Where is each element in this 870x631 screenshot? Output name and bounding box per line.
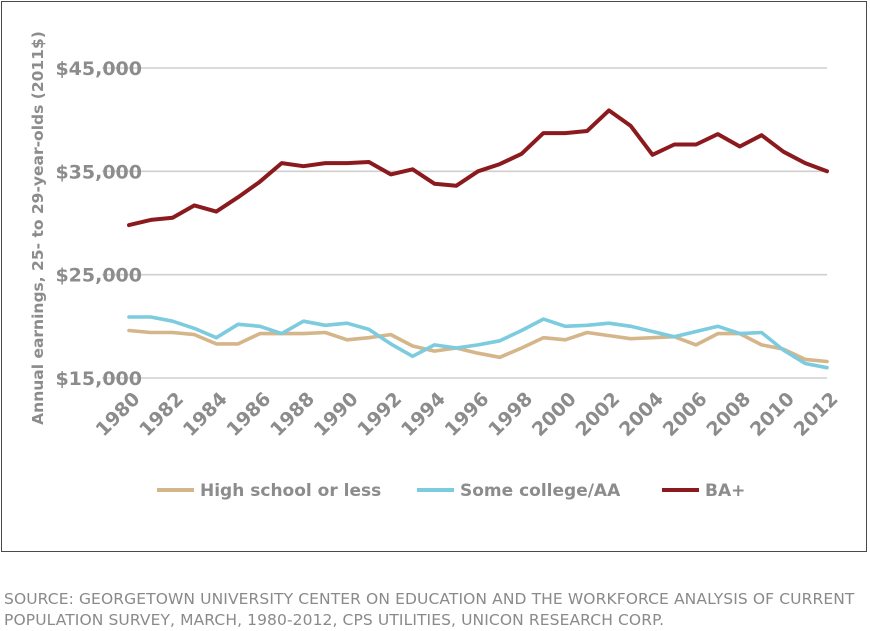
x-tick-label: 1982 xyxy=(135,388,188,441)
source-note: SOURCE: GEORGETOWN UNIVERSITY CENTER ON … xyxy=(4,589,864,631)
x-tick-label: 2006 xyxy=(659,388,712,441)
legend-label: High school or less xyxy=(200,481,381,501)
x-tick-label: 1998 xyxy=(484,388,537,441)
x-tick-label: 2008 xyxy=(702,388,755,441)
legend: High school or less Some college/AA BA+ xyxy=(157,481,745,501)
y-tick-labels: $15,000 $25,000 $35,000 $45,000 xyxy=(55,58,142,390)
x-tick-label: 1984 xyxy=(179,388,232,441)
y-tick-label: $25,000 xyxy=(55,265,142,287)
source-note-line-2: POPULATION SURVEY, MARCH, 1980-2012, CPS… xyxy=(4,611,665,629)
y-tick-label: $45,000 xyxy=(55,58,142,80)
x-tick-label: 2000 xyxy=(528,388,581,441)
series-lines xyxy=(127,108,829,370)
x-tick-label: 2004 xyxy=(615,388,668,441)
x-tick-label: 2012 xyxy=(790,388,843,441)
legend-label: BA+ xyxy=(705,481,745,501)
line-chart: Annual earnings, 25- to 29-year-olds (20… xyxy=(29,31,843,501)
source-note-line-1: SOURCE: GEORGETOWN UNIVERSITY CENTER ON … xyxy=(4,590,855,608)
x-tick-label: 1988 xyxy=(266,388,319,441)
y-tick-label: $15,000 xyxy=(55,368,142,390)
x-tick-label: 1994 xyxy=(397,388,450,441)
x-tick-label: 2002 xyxy=(571,388,624,441)
x-tick-label: 2010 xyxy=(746,388,799,441)
x-tick-label: 1980 xyxy=(92,388,145,441)
chart-frame: Annual earnings, 25- to 29-year-olds (20… xyxy=(1,1,867,552)
series-line-high-school-or-less xyxy=(127,328,829,364)
y-tick-label: $35,000 xyxy=(55,161,142,183)
x-tick-labels: 1980198219841986198819901992199419961998… xyxy=(92,388,843,441)
x-tick-label: 1990 xyxy=(310,388,363,441)
x-tick-label: 1992 xyxy=(353,388,406,441)
x-tick-label: 1996 xyxy=(441,388,494,441)
legend-label: Some college/AA xyxy=(460,481,621,501)
y-axis-label: Annual earnings, 25- to 29-year-olds (20… xyxy=(29,31,47,425)
x-tick-label: 1986 xyxy=(222,388,275,441)
series-line-ba xyxy=(127,108,829,228)
gridlines xyxy=(102,67,827,379)
series-line-some-college-aa xyxy=(127,315,829,370)
